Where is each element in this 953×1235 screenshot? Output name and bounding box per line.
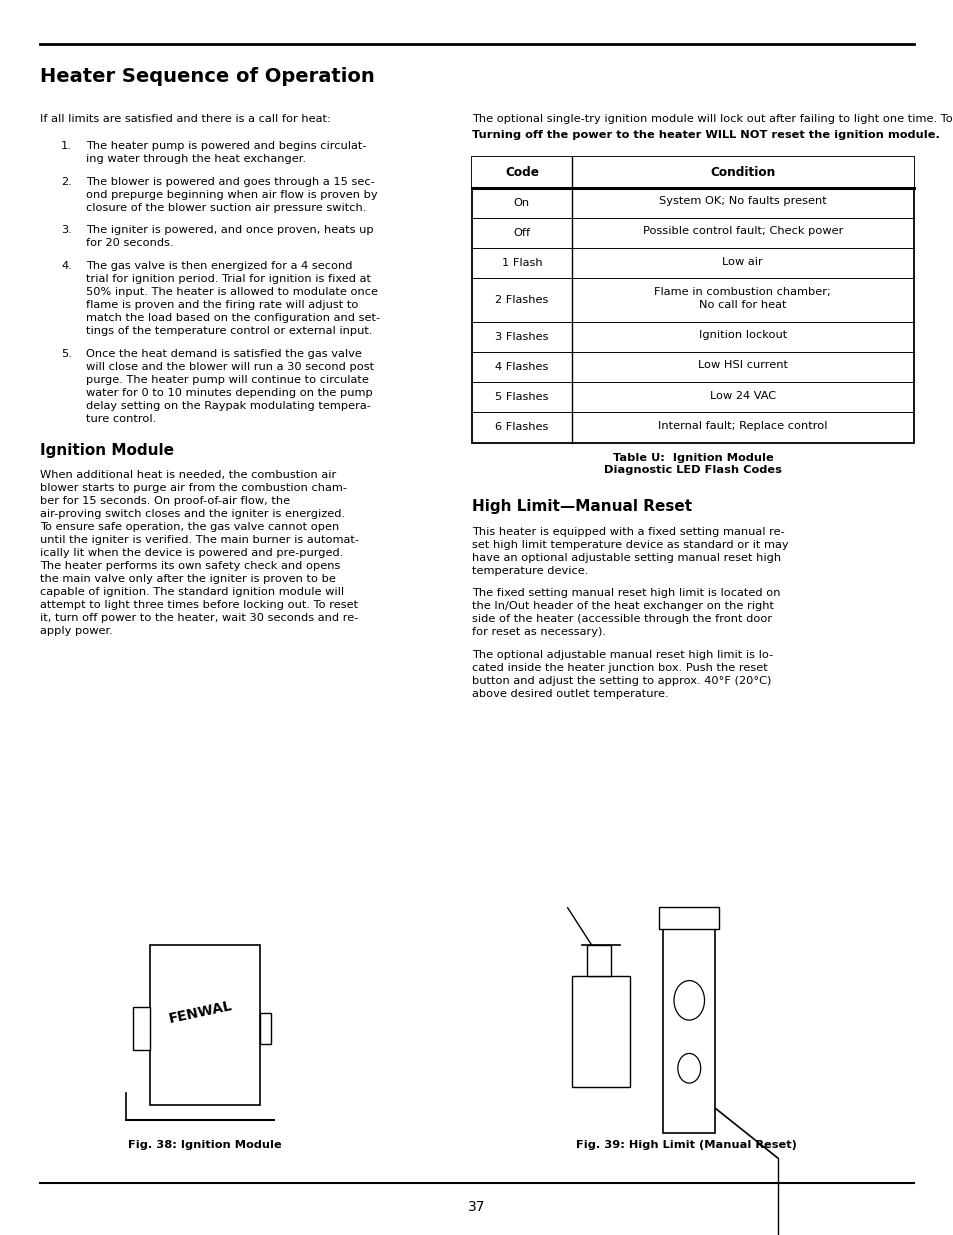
Text: button and adjust the setting to approx. 40°F (20°C): button and adjust the setting to approx.… <box>472 676 771 685</box>
Text: Low air: Low air <box>721 257 762 267</box>
Text: 6 Flashes: 6 Flashes <box>495 422 548 432</box>
Text: Code: Code <box>504 165 538 179</box>
Text: High Limit—Manual Reset: High Limit—Manual Reset <box>472 499 692 515</box>
Text: Heater Sequence of Operation: Heater Sequence of Operation <box>40 67 375 85</box>
Text: Ignition Module: Ignition Module <box>40 442 173 458</box>
Text: capable of ignition. The standard ignition module will: capable of ignition. The standard igniti… <box>40 587 344 597</box>
Text: Fig. 39: High Limit (Manual Reset): Fig. 39: High Limit (Manual Reset) <box>576 1140 797 1150</box>
Text: attempt to light three times before locking out. To reset: attempt to light three times before lock… <box>40 599 357 610</box>
Bar <box>662 929 715 1134</box>
Text: 3.: 3. <box>61 226 71 236</box>
Text: match the load based on the configuration and set-: match the load based on the configuratio… <box>86 314 379 324</box>
Text: The gas valve is then energized for a 4 second: The gas valve is then energized for a 4 … <box>86 261 352 272</box>
Bar <box>151 945 260 1105</box>
Text: set high limit temperature device as standard or it may: set high limit temperature device as sta… <box>472 540 788 550</box>
Text: Possible control fault; Check power: Possible control fault; Check power <box>642 226 842 236</box>
Text: purge. The heater pump will continue to circulate: purge. The heater pump will continue to … <box>86 374 369 385</box>
Text: apply power.: apply power. <box>40 625 112 636</box>
Text: Diagnostic LED Flash Codes: Diagnostic LED Flash Codes <box>603 466 781 475</box>
Bar <box>133 1007 151 1050</box>
Text: Low HSI current: Low HSI current <box>697 361 787 370</box>
Text: tings of the temperature control or external input.: tings of the temperature control or exte… <box>86 326 372 336</box>
Bar <box>659 906 719 929</box>
Text: This heater is equipped with a fixed setting manual re-: This heater is equipped with a fixed set… <box>472 526 784 536</box>
Text: 1.: 1. <box>61 141 71 151</box>
Text: Once the heat demand is satisfied the gas valve: Once the heat demand is satisfied the ga… <box>86 348 361 359</box>
Text: blower starts to purge air from the combustion cham-: blower starts to purge air from the comb… <box>40 483 347 493</box>
Text: FENWAL: FENWAL <box>167 999 233 1026</box>
Bar <box>259 1013 272 1044</box>
Text: air-proving switch closes and the igniter is energized.: air-proving switch closes and the ignite… <box>40 509 345 519</box>
Text: until the igniter is verified. The main burner is automat-: until the igniter is verified. The main … <box>40 535 358 545</box>
Text: 50% input. The heater is allowed to modulate once: 50% input. The heater is allowed to modu… <box>86 287 377 298</box>
Text: trial for ignition period. Trial for ignition is fixed at: trial for ignition period. Trial for ign… <box>86 274 371 284</box>
Text: closure of the blower suction air pressure switch.: closure of the blower suction air pressu… <box>86 203 366 212</box>
Text: When additional heat is needed, the combustion air: When additional heat is needed, the comb… <box>40 469 336 480</box>
Text: 5.: 5. <box>61 348 71 359</box>
Text: side of the heater (accessible through the front door: side of the heater (accessible through t… <box>472 614 772 624</box>
Text: 3 Flashes: 3 Flashes <box>495 332 548 342</box>
Bar <box>572 976 629 1087</box>
Text: The fixed setting manual reset high limit is located on: The fixed setting manual reset high limi… <box>472 588 780 598</box>
Text: The optional single-try ignition module will lock out after failing to light one: The optional single-try ignition module … <box>472 114 953 124</box>
Bar <box>472 157 913 442</box>
Text: Ignition lockout: Ignition lockout <box>698 330 786 340</box>
Text: for 20 seconds.: for 20 seconds. <box>86 238 173 248</box>
Text: Internal fault; Replace control: Internal fault; Replace control <box>658 421 826 431</box>
Text: 1 Flash: 1 Flash <box>501 258 541 268</box>
Text: ber for 15 seconds. On proof-of-air flow, the: ber for 15 seconds. On proof-of-air flow… <box>40 495 290 506</box>
Text: cated inside the heater junction box. Push the reset: cated inside the heater junction box. Pu… <box>472 663 767 673</box>
Text: Condition: Condition <box>709 165 775 179</box>
Text: 4 Flashes: 4 Flashes <box>495 362 548 372</box>
Text: ing water through the heat exchanger.: ing water through the heat exchanger. <box>86 154 306 164</box>
Text: The igniter is powered, and once proven, heats up: The igniter is powered, and once proven,… <box>86 226 373 236</box>
Text: temperature device.: temperature device. <box>472 566 588 576</box>
Text: 37: 37 <box>468 1200 485 1214</box>
Text: The heater pump is powered and begins circulat-: The heater pump is powered and begins ci… <box>86 141 366 151</box>
Text: it, turn off power to the heater, wait 30 seconds and re-: it, turn off power to the heater, wait 3… <box>40 613 358 622</box>
Text: The optional adjustable manual reset high limit is lo-: The optional adjustable manual reset hig… <box>472 650 773 659</box>
Text: delay setting on the Raypak modulating tempera-: delay setting on the Raypak modulating t… <box>86 400 371 411</box>
Text: 2.: 2. <box>61 177 71 186</box>
Text: Table U:  Ignition Module: Table U: Ignition Module <box>612 452 773 462</box>
Text: the In/Out header of the heat exchanger on the right: the In/Out header of the heat exchanger … <box>472 601 774 611</box>
Text: the main valve only after the igniter is proven to be: the main valve only after the igniter is… <box>40 573 335 584</box>
Text: Turning off the power to the heater WILL NOT reset the ignition module.: Turning off the power to the heater WILL… <box>472 130 939 140</box>
Text: ture control.: ture control. <box>86 414 156 424</box>
Text: water for 0 to 10 minutes depending on the pump: water for 0 to 10 minutes depending on t… <box>86 388 373 398</box>
Text: Low 24 VAC: Low 24 VAC <box>709 390 775 400</box>
Text: System OK; No faults present: System OK; No faults present <box>659 196 826 206</box>
Text: To ensure safe operation, the gas valve cannot open: To ensure safe operation, the gas valve … <box>40 521 339 532</box>
Bar <box>586 945 610 976</box>
Text: If all limits are satisfied and there is a call for heat:: If all limits are satisfied and there is… <box>40 114 331 124</box>
Text: Off: Off <box>513 228 530 238</box>
Text: On: On <box>514 198 530 207</box>
Text: for reset as necessary).: for reset as necessary). <box>472 627 605 637</box>
Text: flame is proven and the firing rate will adjust to: flame is proven and the firing rate will… <box>86 300 358 310</box>
Text: ond prepurge beginning when air flow is proven by: ond prepurge beginning when air flow is … <box>86 190 377 200</box>
Text: 2 Flashes: 2 Flashes <box>495 295 548 305</box>
Text: will close and the blower will run a 30 second post: will close and the blower will run a 30 … <box>86 362 374 372</box>
Text: ically lit when the device is powered and pre-purged.: ically lit when the device is powered an… <box>40 547 343 558</box>
Text: 4.: 4. <box>61 261 71 272</box>
Text: have an optional adjustable setting manual reset high: have an optional adjustable setting manu… <box>472 552 781 562</box>
Text: 5 Flashes: 5 Flashes <box>495 393 548 403</box>
Text: Flame in combustion chamber;: Flame in combustion chamber; <box>654 287 830 296</box>
Bar <box>472 157 913 188</box>
Text: The blower is powered and goes through a 15 sec-: The blower is powered and goes through a… <box>86 177 375 186</box>
Text: Fig. 38: Ignition Module: Fig. 38: Ignition Module <box>128 1140 282 1150</box>
Text: The heater performs its own safety check and opens: The heater performs its own safety check… <box>40 561 340 571</box>
Text: No call for heat: No call for heat <box>699 300 785 310</box>
Text: above desired outlet temperature.: above desired outlet temperature. <box>472 689 668 699</box>
